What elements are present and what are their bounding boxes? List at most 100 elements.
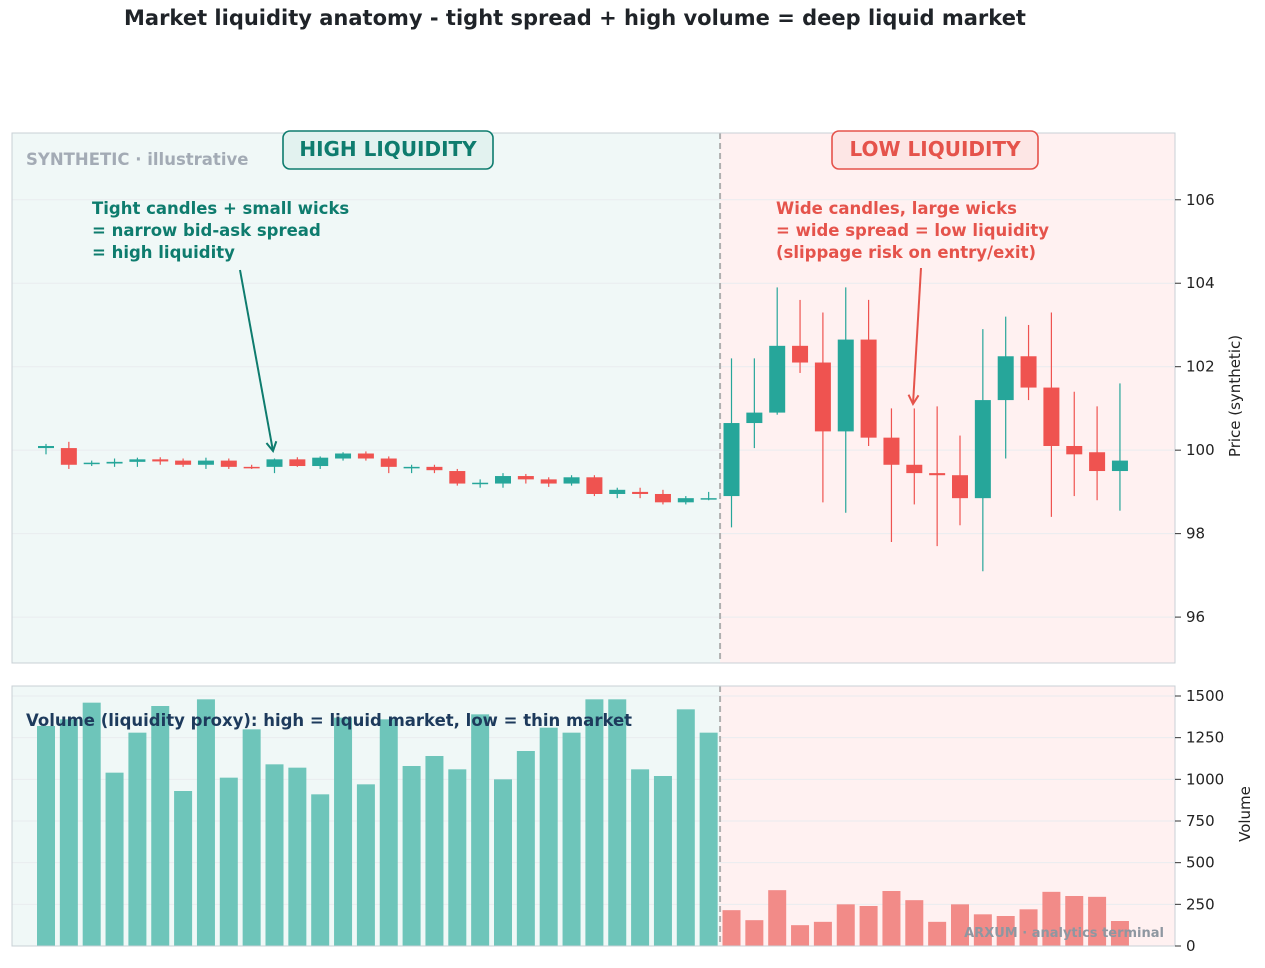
volume-bar bbox=[356, 784, 375, 946]
volume-bar bbox=[631, 769, 650, 946]
volume-bar bbox=[425, 756, 444, 946]
candle-body bbox=[929, 473, 946, 476]
volume-bar bbox=[151, 706, 170, 946]
volume-note: Volume (liquidity proxy): high = liquid … bbox=[26, 711, 632, 730]
candle bbox=[677, 496, 694, 505]
low-liquidity-note-line: Wide candles, large wicks bbox=[776, 199, 1017, 218]
high-liquidity-note: Tight candles + small wicks = narrow bid-… bbox=[92, 199, 349, 262]
volume-bar bbox=[745, 920, 764, 946]
candle bbox=[952, 435, 968, 526]
candle-body bbox=[837, 339, 854, 432]
high-liquidity-box bbox=[282, 130, 494, 170]
volume-tick-label: 250 bbox=[1186, 895, 1215, 913]
price-tick-label: 102 bbox=[1186, 358, 1215, 376]
volume-bar bbox=[219, 777, 238, 946]
volume-bar bbox=[836, 904, 855, 946]
candle-body bbox=[540, 479, 557, 484]
candle bbox=[243, 464, 260, 469]
volume-bar bbox=[242, 729, 261, 946]
volume-bar bbox=[265, 764, 284, 946]
candle bbox=[220, 458, 237, 469]
volume-bar bbox=[1065, 896, 1084, 946]
candle-body bbox=[974, 400, 991, 499]
candle-body bbox=[860, 339, 877, 438]
low-liquidity-note: Wide candles, large wicks = wide spread =… bbox=[776, 199, 1049, 262]
candle bbox=[586, 475, 603, 497]
candle-body bbox=[380, 458, 397, 467]
candle-body bbox=[952, 475, 968, 499]
candle-body bbox=[677, 498, 694, 503]
candle bbox=[403, 464, 420, 474]
candle bbox=[1111, 383, 1128, 511]
candle-body bbox=[883, 437, 900, 465]
volume-bar bbox=[82, 702, 101, 946]
candle bbox=[883, 408, 900, 542]
volume-bar bbox=[1042, 891, 1061, 946]
candle-body bbox=[700, 498, 717, 500]
low-liquidity-label: LOW LIQUIDITY bbox=[849, 137, 1021, 161]
arrow-shaft bbox=[912, 267, 922, 405]
volume-bar bbox=[562, 732, 581, 946]
candle-body bbox=[563, 477, 580, 484]
volume-bar bbox=[402, 766, 421, 946]
candle bbox=[472, 479, 489, 488]
volume-bar bbox=[813, 921, 832, 946]
candle bbox=[335, 452, 352, 461]
volume-bar bbox=[1088, 896, 1107, 946]
low-liquidity-arrow bbox=[907, 267, 922, 407]
candle bbox=[632, 487, 649, 499]
volume-bar bbox=[996, 916, 1015, 946]
candle-body bbox=[1066, 445, 1083, 455]
candle bbox=[449, 468, 466, 486]
volume-tick-label: 750 bbox=[1186, 812, 1215, 830]
candle-body bbox=[586, 477, 603, 494]
volume-bar bbox=[448, 769, 467, 946]
candle bbox=[1066, 391, 1083, 497]
candle bbox=[175, 458, 192, 467]
price-low-liquidity-region bbox=[720, 133, 1175, 663]
candle-body bbox=[83, 462, 100, 465]
volume-bar bbox=[608, 699, 627, 946]
volume-bar bbox=[676, 709, 695, 946]
candle-body bbox=[997, 356, 1014, 401]
price-tick-label: 98 bbox=[1186, 525, 1205, 543]
candle bbox=[654, 489, 671, 505]
volume-bar bbox=[653, 776, 672, 946]
volume-low-liquidity-region bbox=[720, 686, 1175, 946]
footer-brand: ARXUM · analytics terminal bbox=[964, 926, 1164, 941]
candle-body bbox=[403, 466, 420, 469]
high-liquidity-arrow bbox=[239, 269, 278, 454]
price-tick-label: 104 bbox=[1186, 274, 1215, 292]
candle bbox=[769, 287, 786, 415]
price-high-liquidity-region bbox=[12, 133, 721, 663]
candle bbox=[266, 458, 283, 474]
volume-bar bbox=[539, 727, 558, 946]
candle bbox=[563, 475, 580, 486]
candle bbox=[814, 312, 831, 503]
synthetic-watermark: SYNTHETIC · illustrative bbox=[26, 150, 248, 169]
candle bbox=[312, 456, 329, 469]
volume-bar bbox=[516, 751, 535, 946]
candle bbox=[426, 464, 443, 474]
candle-body bbox=[814, 362, 831, 432]
volume-bar bbox=[1110, 921, 1129, 946]
candle-body bbox=[1020, 356, 1037, 388]
candle bbox=[1043, 312, 1060, 517]
high-liquidity-label: HIGH LIQUIDITY bbox=[299, 137, 477, 161]
volume-bar bbox=[471, 714, 490, 946]
volume-tick-label: 500 bbox=[1186, 854, 1215, 872]
candle-body bbox=[517, 476, 534, 480]
candle bbox=[723, 358, 740, 528]
volume-bar bbox=[174, 791, 193, 946]
candle bbox=[1020, 324, 1037, 401]
candle-body bbox=[289, 459, 306, 467]
chart-title: Market liquidity anatomy - tight spread … bbox=[124, 6, 1026, 30]
volume-tick-label: 0 bbox=[1186, 937, 1196, 955]
candle bbox=[792, 299, 809, 373]
arrow-shaft bbox=[239, 269, 274, 452]
candle bbox=[517, 473, 534, 484]
candle bbox=[83, 460, 100, 467]
volume-bar bbox=[699, 732, 718, 946]
candle-body bbox=[792, 345, 809, 363]
volume-bar bbox=[334, 717, 353, 946]
